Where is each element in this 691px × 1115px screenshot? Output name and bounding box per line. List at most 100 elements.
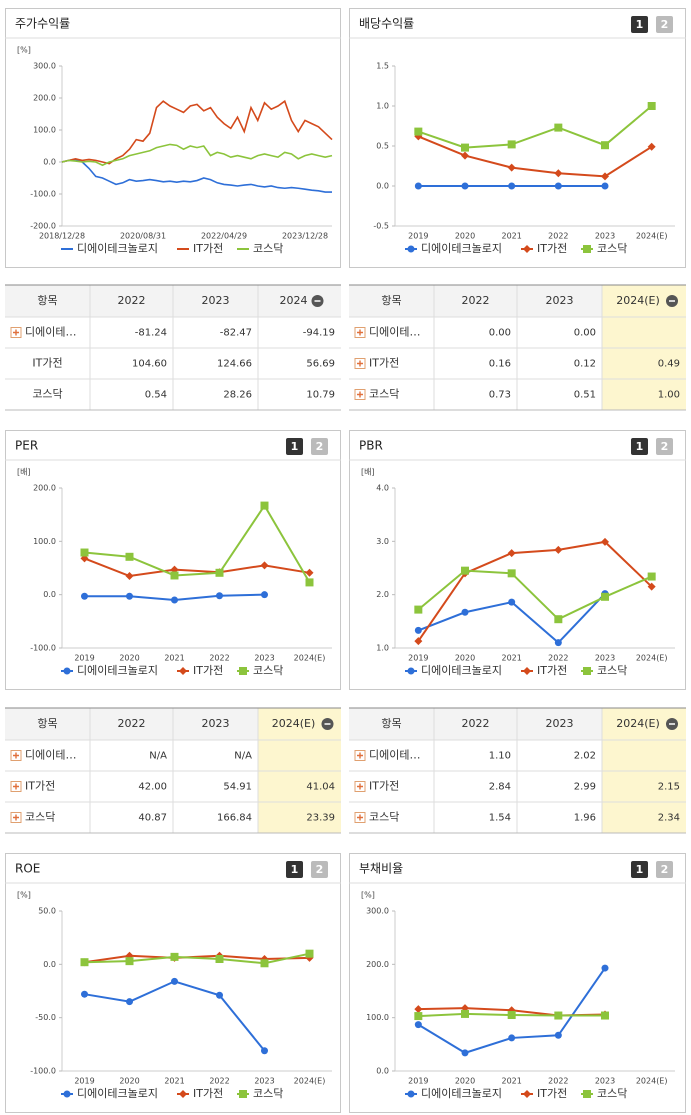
tab-button[interactable] [631, 438, 648, 455]
tab-button[interactable] [311, 861, 328, 878]
cell: 2.99 [574, 782, 596, 793]
y-tick-label: 1.0 [376, 644, 389, 653]
series-line [417, 569, 653, 621]
y-unit: [배] [17, 468, 31, 477]
legend-label: 디에이테크놀로지 [421, 1087, 502, 1100]
marker [583, 1090, 591, 1098]
marker [601, 964, 609, 972]
marker [507, 140, 516, 149]
legend-label: 디에이테크놀로지 [421, 664, 502, 677]
panel [5, 8, 341, 268]
marker [507, 163, 516, 172]
cell: N/A [234, 751, 252, 762]
panel [5, 430, 341, 690]
marker [171, 977, 178, 985]
cell: -82.47 [220, 328, 252, 339]
marker [554, 639, 562, 647]
expand-icon [13, 783, 19, 790]
column-header: 항목 [381, 294, 401, 307]
marker [647, 572, 656, 581]
tab-button[interactable] [286, 438, 303, 455]
legend-label: IT가전 [193, 242, 223, 255]
x-tick-label: 2020 [455, 232, 475, 241]
y-tick-label: 0.0 [43, 960, 56, 969]
marker [554, 1011, 563, 1020]
cell: N/A [149, 751, 167, 762]
cell: 0.00 [489, 328, 511, 339]
tab-button[interactable] [311, 438, 328, 455]
marker [305, 949, 314, 958]
cell: 28.26 [223, 390, 252, 401]
marker [414, 637, 423, 646]
x-tick-label: 2019 [74, 654, 94, 663]
cell: 40.87 [138, 813, 167, 824]
column-header: 2023 [546, 294, 574, 307]
cell: 1.54 [489, 813, 511, 824]
marker [601, 592, 609, 601]
marker [125, 957, 134, 966]
y-tick-label: 200.0 [33, 94, 56, 103]
x-tick-label: 2024(E) [294, 654, 326, 663]
marker [507, 1011, 516, 1019]
marker [80, 548, 89, 557]
y-tick-label: -100.0 [30, 644, 56, 653]
row-label: IT가전 [25, 780, 55, 793]
legend-label: 코스닥 [597, 1087, 627, 1100]
row-label: 코스닥 [25, 811, 55, 824]
marker [601, 182, 609, 190]
tab-button[interactable] [656, 16, 673, 33]
marker [601, 1011, 609, 1020]
tab-button[interactable] [631, 16, 648, 33]
marker [179, 667, 187, 675]
x-tick-label: 2023 [254, 654, 274, 663]
marker [407, 667, 415, 675]
series-line [417, 135, 653, 178]
series-line [84, 557, 310, 578]
row-label: IT가전 [369, 780, 399, 793]
cell: 23.39 [306, 813, 335, 824]
tab-label: 1 [636, 18, 644, 31]
expand-icon [13, 814, 19, 821]
series-line [84, 954, 310, 964]
marker [407, 1090, 415, 1098]
cell: 124.66 [217, 359, 252, 370]
panel-title: PBR [359, 439, 383, 453]
column-header: 2024(E) [616, 294, 660, 307]
x-tick-label: 2022 [209, 654, 229, 663]
marker [554, 123, 563, 132]
legend-label: 코스닥 [253, 664, 283, 677]
cell: 2.84 [489, 782, 511, 793]
marker [216, 592, 223, 600]
marker [81, 592, 88, 600]
marker [414, 1021, 422, 1029]
marker [171, 596, 178, 604]
y-tick-label: 0.0 [43, 590, 56, 599]
y-tick-label: 100.0 [33, 537, 56, 546]
tab-button[interactable] [656, 861, 673, 878]
series-line [84, 952, 310, 965]
marker [170, 571, 179, 580]
legend-label: IT가전 [193, 664, 223, 677]
cell: 0.49 [658, 359, 680, 370]
tab-button[interactable] [631, 861, 648, 878]
marker [508, 1034, 516, 1042]
legend-label: 디에이테크놀로지 [77, 242, 158, 255]
tab-label: 2 [316, 440, 324, 453]
marker [414, 127, 423, 136]
tab-button[interactable] [286, 861, 303, 878]
column-header: 2023 [202, 294, 230, 307]
legend-label: 코스닥 [253, 1087, 283, 1100]
marker [508, 182, 516, 190]
series-line [61, 158, 332, 193]
marker [179, 1090, 187, 1098]
row-label: 디에이테… [25, 749, 76, 762]
x-tick-label: 2021 [164, 1077, 184, 1086]
tab-button[interactable] [656, 438, 673, 455]
row-label: 디에이테… [369, 326, 420, 339]
panel-title: PER [15, 439, 38, 453]
marker [461, 1049, 469, 1057]
panel [349, 430, 686, 690]
y-tick-label: 4.0 [376, 484, 389, 493]
cell: 1.96 [574, 813, 596, 824]
